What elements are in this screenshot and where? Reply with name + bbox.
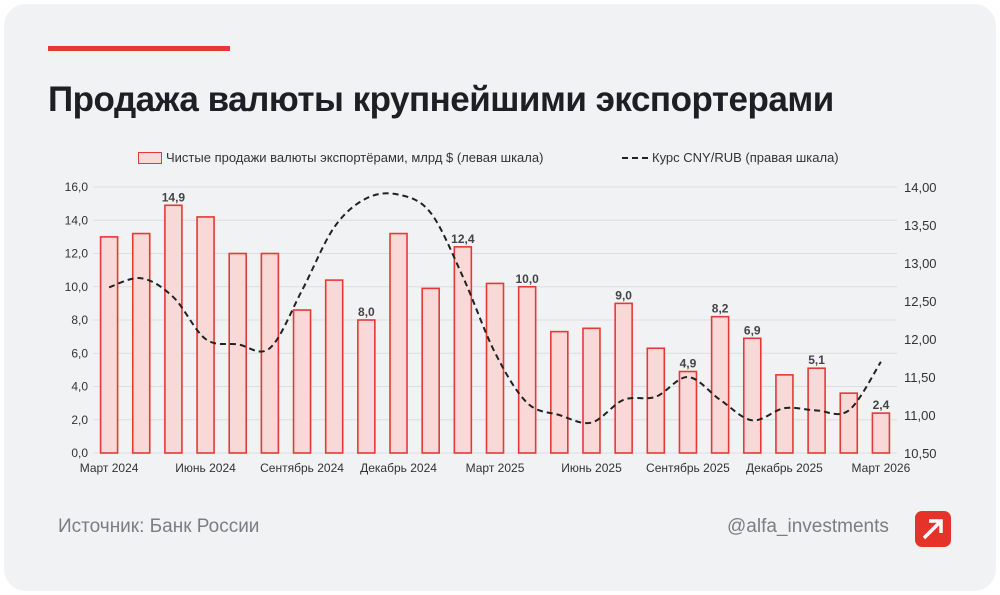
bar [742,337,762,454]
bar [389,232,408,454]
bar [614,302,633,454]
bar [678,370,698,454]
legend-line-label: Курс CNY/RUB (правая шкала) [652,150,839,165]
legend-line: Курс CNY/RUB (правая шкала) [622,150,839,165]
bar [260,252,280,454]
data-label: 14,9 [162,190,186,204]
bar [517,285,537,454]
x-tick: Март 2024 [80,461,139,475]
x-tick: Сентябрь 2024 [260,461,344,475]
x-tick: Март 2026 [852,461,911,475]
data-label: 12,4 [451,232,475,246]
y-right-tick: 10,50 [904,446,937,461]
bar-swatch [138,151,162,164]
y-left-tick: 6,0 [71,346,88,360]
bar [228,252,248,454]
data-label: 6,9 [744,323,761,337]
x-tick: Декабрь 2024 [360,461,437,475]
bar [99,236,119,454]
bar [710,315,730,454]
source-text: Источник: Банк России [58,516,260,537]
bar [324,279,344,454]
bar [453,246,473,454]
alfa-logo-icon [915,511,951,547]
y-left-tick: 12,0 [65,247,89,261]
y-right-tick: 12,50 [904,294,937,309]
bar [196,216,215,454]
bar [871,412,891,454]
legend-bars: Чистые продажи валюты экспортёрами, млрд… [138,150,543,165]
y-right-tick: 13,00 [904,256,937,271]
y-left-tick: 4,0 [71,380,88,394]
legend-bars-label: Чистые продажи валюты экспортёрами, млрд… [166,150,544,165]
x-tick: Июнь 2024 [175,461,236,475]
handle-link[interactable]: @alfa_investments [727,516,889,537]
y-left-tick: 8,0 [71,313,88,327]
y-left-tick: 10,0 [65,280,89,294]
data-label: 8,0 [358,305,375,319]
data-label: 2,4 [873,398,890,412]
line-swatch [622,156,648,159]
accent-bar [48,46,230,51]
bar [485,282,505,454]
cny-rub-line [108,192,882,425]
bar [646,347,666,454]
data-label: 5,1 [808,353,825,367]
x-tick: Декабрь 2025 [746,461,823,475]
y-right-tick: 13,50 [904,218,937,233]
x-tick: Март 2025 [466,461,525,475]
data-label: 4,9 [680,357,697,371]
x-tick: Июнь 2025 [561,461,622,475]
bar [131,232,151,454]
bar [164,204,183,454]
bar [421,287,440,454]
data-label: 8,2 [712,302,729,316]
y-left-tick: 14,0 [65,213,89,227]
bar [775,374,794,454]
page-title: Продажа валюты крупнейшими экспортерами [48,80,834,119]
y-left-tick: 16,0 [65,180,89,194]
bar [839,392,859,454]
y-right-tick: 14,00 [904,180,937,195]
y-left-tick: 0,0 [71,446,88,460]
bar [292,309,312,454]
bar [550,330,569,454]
bar [582,327,601,454]
x-tick: Сентябрь 2025 [646,461,730,475]
y-left-tick: 2,0 [71,413,88,427]
bar [357,319,376,454]
y-right-tick: 11,00 [904,408,936,423]
y-right-tick: 12,00 [904,332,937,347]
data-label: 9,0 [615,288,632,302]
data-label: 10,0 [515,272,539,286]
y-right-tick: 11,50 [904,370,936,385]
